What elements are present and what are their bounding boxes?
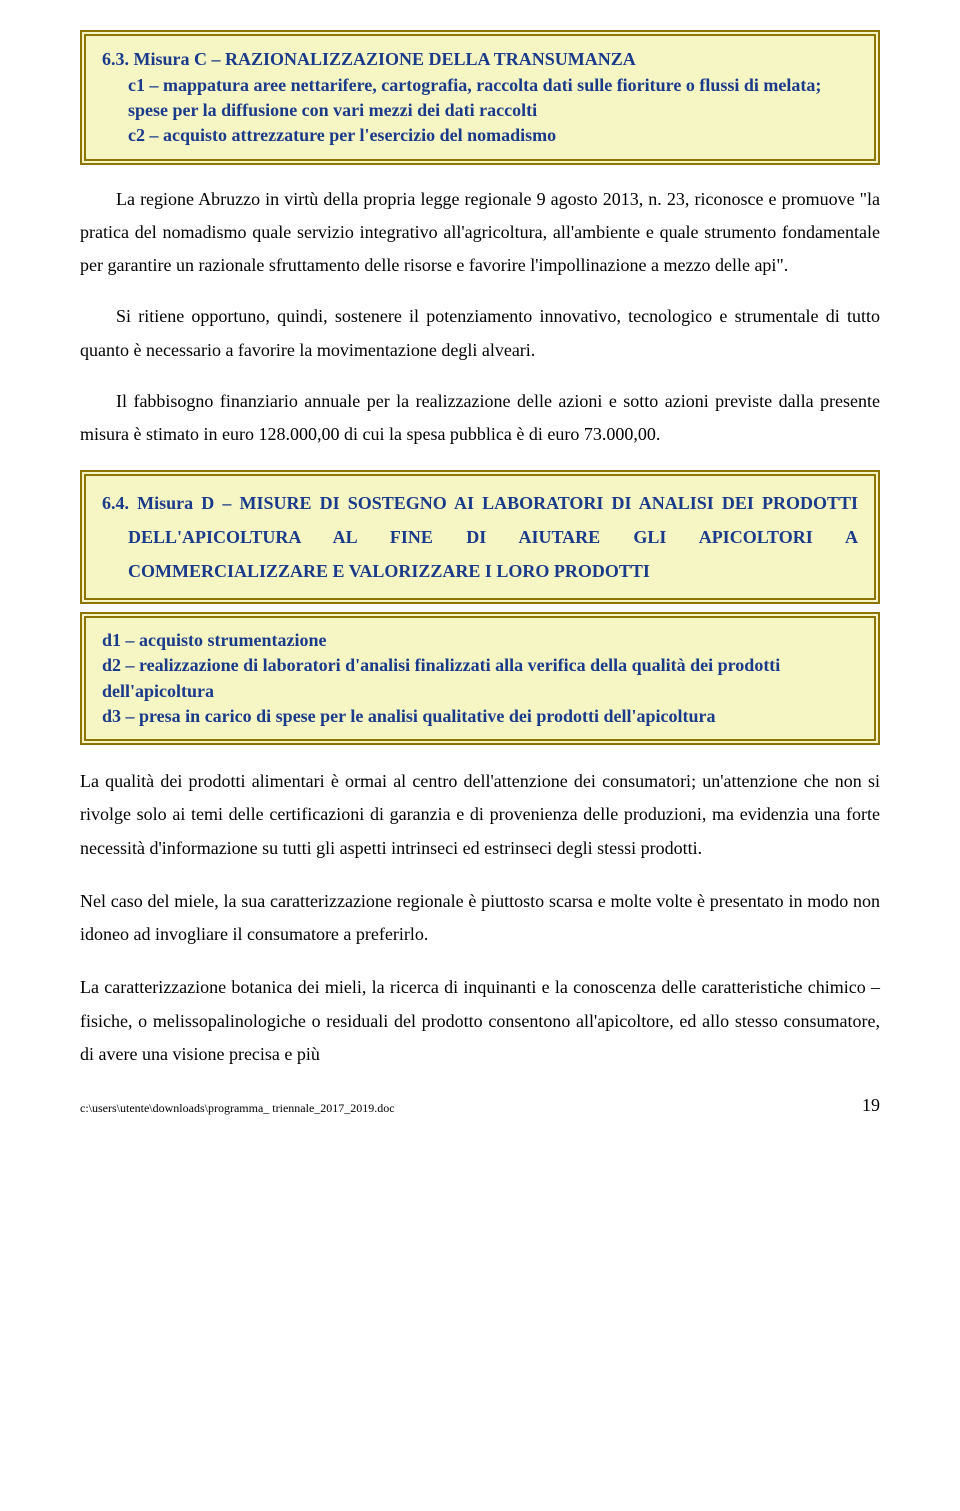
paragraph-4: La qualità dei prodotti alimentari è orm… [80, 765, 880, 865]
measure-d-d1: d1 – acquisto strumentazione [102, 628, 858, 653]
paragraph-3: Il fabbisogno finanziario annuale per la… [80, 385, 880, 452]
measure-d-d2: d2 – realizzazione di laboratori d'anali… [102, 653, 858, 703]
page-footer: c:\users\utente\downloads\programma_ tri… [80, 1095, 880, 1116]
paragraph-2: Si ritiene opportuno, quindi, sostenere … [80, 300, 880, 367]
paragraph-1: La regione Abruzzo in virtù della propri… [80, 183, 880, 283]
paragraph-5: Nel caso del miele, la sua caratterizzaz… [80, 885, 880, 952]
measure-c-box: 6.3. Misura C – RAZIONALIZZAZIONE DELLA … [80, 30, 880, 165]
measure-c-title: 6.3. Misura C – RAZIONALIZZAZIONE DELLA … [102, 46, 858, 73]
footer-page-number: 19 [862, 1095, 880, 1116]
measure-d-title-box: 6.4. Misura D – MISURE DI SOSTEGNO AI LA… [80, 470, 880, 605]
measure-c-c1: c1 – mappatura aree nettarifere, cartogr… [102, 73, 858, 123]
measure-d-title: 6.4. Misura D – MISURE DI SOSTEGNO AI LA… [102, 486, 858, 589]
measure-d-sub-box: d1 – acquisto strumentazione d2 – realiz… [80, 612, 880, 745]
footer-path: c:\users\utente\downloads\programma_ tri… [80, 1101, 395, 1116]
paragraph-6: La caratterizzazione botanica dei mieli,… [80, 971, 880, 1071]
measure-c-c2: c2 – acquisto attrezzature per l'eserciz… [102, 123, 858, 148]
measure-d-d3: d3 – presa in carico di spese per le ana… [102, 704, 858, 729]
